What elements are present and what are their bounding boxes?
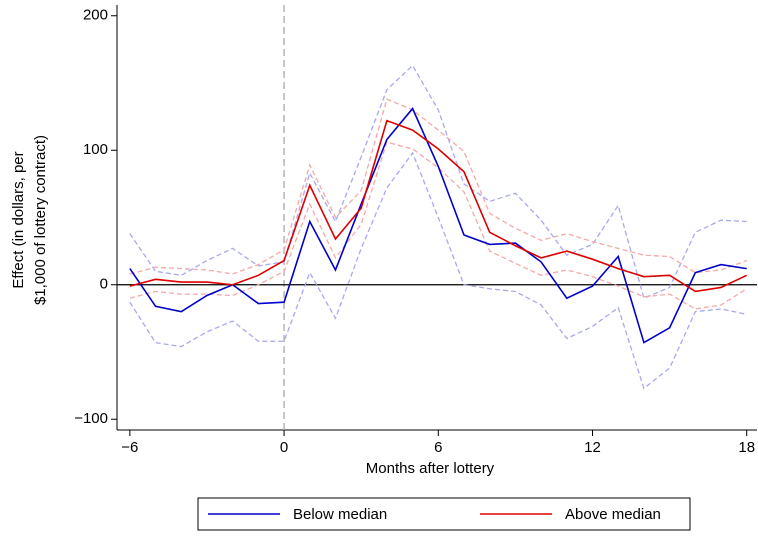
x-tick-label: 6 [434, 439, 442, 456]
series-line [129, 119, 748, 293]
y-axis-label: Effect (in dollars, per [10, 151, 27, 288]
x-tick-label: 12 [584, 439, 601, 456]
legend-label: Above median [565, 506, 661, 523]
confidence-band [129, 64, 747, 300]
legend-label: Below median [293, 506, 387, 523]
y-tick-label: 100 [83, 141, 108, 158]
confidence-band [129, 151, 747, 390]
y-tick-label: 0 [100, 276, 108, 293]
y-axis-label: $1,000 of lottery contract) [32, 135, 49, 305]
x-tick-label: −6 [121, 439, 138, 456]
y-tick-label: −100 [74, 410, 108, 427]
series-line [129, 107, 747, 344]
x-axis-label: Months after lottery [366, 460, 495, 477]
confidence-band [129, 98, 747, 275]
y-tick-label: 200 [83, 7, 108, 24]
x-tick-label: 18 [738, 439, 755, 456]
x-tick-label: 0 [280, 439, 288, 456]
